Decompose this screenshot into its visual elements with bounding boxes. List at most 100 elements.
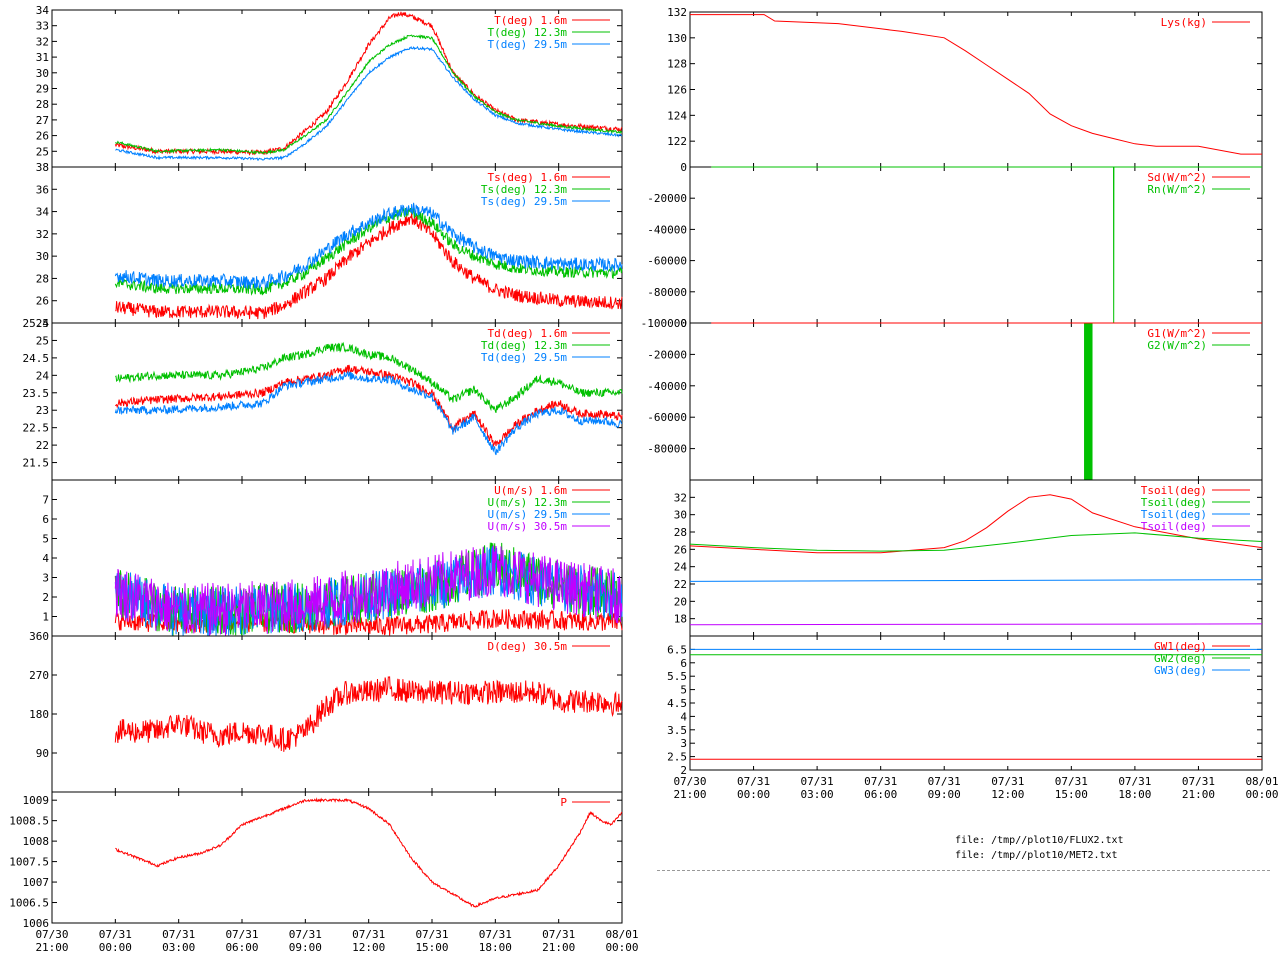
series-T-1 <box>114 34 623 155</box>
y-tick-label-Tsoil-1: 20 <box>674 595 687 608</box>
legend-label-Tsoil-0: Tsoil(deg) <box>1141 484 1207 497</box>
y-tick-label-G-1: -60000 <box>647 411 687 424</box>
series-Ts-0 <box>115 212 623 320</box>
y-tick-label-Tsoil-3: 24 <box>674 561 688 574</box>
bar-G-0 <box>1084 323 1093 480</box>
y-tick-label-Ts-2: 28 <box>36 272 49 285</box>
legend-label-GW-0: GW1(deg) <box>1154 640 1207 653</box>
panel-frame-Lys <box>689 11 1263 168</box>
x-label-time-left-1: 00:00 <box>99 941 132 954</box>
y-tick-label-SdRn-3: -40000 <box>647 223 687 236</box>
y-tick-label-T-9: 34 <box>36 4 50 17</box>
y-tick-label-GW-3: 3.5 <box>667 724 687 737</box>
x-label-date-left-4: 07/31 <box>289 928 322 941</box>
y-tick-label-GW-8: 6 <box>680 657 687 670</box>
legend-label-T-0: T(deg) 1.6m <box>494 14 567 27</box>
series-P-0 <box>115 797 623 908</box>
x-label-time-left-9: 00:00 <box>605 941 638 954</box>
y-tick-label-U-5: 6 <box>42 513 49 526</box>
x-label-date-left-1: 07/31 <box>99 928 132 941</box>
x-label-time-right-3: 06:00 <box>864 788 897 801</box>
y-tick-label-Td-2: 22.5 <box>23 422 50 435</box>
y-tick-label-Ts-3: 30 <box>36 250 49 263</box>
y-tick-label-Lys-0: 122 <box>667 135 687 148</box>
y-tick-label-SdRn-2: -60000 <box>647 255 687 268</box>
y-tick-label-Ts-0: 24 <box>36 317 50 330</box>
x-label-date-left-3: 07/31 <box>225 928 258 941</box>
x-label-date-right-3: 07/31 <box>864 775 897 788</box>
y-tick-label-GW-2: 3 <box>680 737 687 750</box>
x-label-time-left-8: 21:00 <box>542 941 575 954</box>
legend-label-T-1: T(deg) 12.3m <box>488 26 568 39</box>
y-tick-label-T-8: 33 <box>36 20 49 33</box>
x-label-time-right-2: 03:00 <box>801 788 834 801</box>
y-tick-label-U-6: 7 <box>42 494 49 507</box>
x-label-date-left-7: 07/31 <box>479 928 512 941</box>
y-tick-label-D-2: 270 <box>29 669 49 682</box>
y-tick-label-GW-5: 4.5 <box>667 697 687 710</box>
y-tick-label-P-0: 1006 <box>23 917 50 930</box>
y-tick-label-Tsoil-2: 22 <box>674 578 687 591</box>
x-label-time-left-7: 18:00 <box>479 941 512 954</box>
legend-label-SdRn-1: Rn(W/m^2) <box>1147 183 1207 196</box>
x-label-time-left-3: 06:00 <box>225 941 258 954</box>
y-tick-label-T-4: 29 <box>36 83 49 96</box>
y-tick-label-Tsoil-4: 26 <box>674 543 687 556</box>
series-Lys-0 <box>690 14 1262 155</box>
y-tick-label-Ts-4: 32 <box>36 228 49 241</box>
y-tick-label-Td-8: 25.5 <box>23 317 50 330</box>
y-tick-label-P-6: 1009 <box>23 794 50 807</box>
series-Tsoil-3 <box>689 623 1263 626</box>
y-tick-label-GW-4: 4 <box>680 710 687 723</box>
x-label-date-left-5: 07/31 <box>352 928 385 941</box>
y-tick-label-GW-6: 5 <box>680 684 687 697</box>
y-tick-label-D-1: 180 <box>29 708 49 721</box>
y-tick-label-T-7: 32 <box>36 35 49 48</box>
legend-label-G-0: G1(W/m^2) <box>1147 327 1207 340</box>
x-label-date-right-1: 07/31 <box>737 775 770 788</box>
file-label-met: file: /tmp//plot10/MET2.txt <box>955 850 1118 861</box>
panel-frame-D <box>51 635 623 793</box>
x-label-time-right-0: 21:00 <box>673 788 706 801</box>
legend-label-Tsoil-3: Tsoil(deg) <box>1141 520 1207 533</box>
x-label-time-right-6: 15:00 <box>1055 788 1088 801</box>
y-tick-label-P-4: 1008 <box>23 835 50 848</box>
x-label-date-right-5: 07/31 <box>991 775 1024 788</box>
x-label-date-right-4: 07/31 <box>928 775 961 788</box>
y-tick-label-U-4: 5 <box>42 533 49 546</box>
y-tick-label-Tsoil-5: 28 <box>674 526 687 539</box>
y-tick-label-U-1: 2 <box>42 591 49 604</box>
y-tick-label-P-5: 1008.5 <box>9 815 49 828</box>
y-tick-label-Td-4: 23.5 <box>23 387 50 400</box>
x-label-date-left-8: 07/31 <box>542 928 575 941</box>
y-tick-label-P-3: 1007.5 <box>9 856 49 869</box>
y-tick-label-Tsoil-6: 30 <box>674 509 687 522</box>
y-tick-label-G-0: -80000 <box>647 443 687 456</box>
y-tick-label-G-4: 0 <box>680 317 687 330</box>
y-tick-label-U-3: 4 <box>42 552 49 565</box>
series-Td-1 <box>115 341 623 413</box>
x-label-time-right-9: 00:00 <box>1245 788 1278 801</box>
x-label-time-left-6: 15:00 <box>415 941 448 954</box>
x-label-time-left-0: 21:00 <box>35 941 68 954</box>
legend-label-Td-0: Td(deg) 1.6m <box>488 327 568 340</box>
y-tick-label-Td-7: 25 <box>36 334 49 347</box>
y-tick-label-Td-6: 24.5 <box>23 352 50 365</box>
y-tick-label-GW-7: 5.5 <box>667 670 687 683</box>
x-label-date-right-7: 07/31 <box>1118 775 1151 788</box>
y-tick-label-T-5: 30 <box>36 67 49 80</box>
legend-label-T-2: T(deg) 29.5m <box>488 38 568 51</box>
x-label-time-left-5: 12:00 <box>352 941 385 954</box>
y-tick-label-Tsoil-0: 18 <box>674 613 687 626</box>
legend-label-U-3: U(m/s) 30.5m <box>488 520 568 533</box>
y-tick-label-GW-1: 2.5 <box>667 751 687 764</box>
x-label-time-right-8: 21:00 <box>1182 788 1215 801</box>
x-label-time-left-2: 03:00 <box>162 941 195 954</box>
x-label-time-left-4: 09:00 <box>289 941 322 954</box>
legend-label-Ts-0: Ts(deg) 1.6m <box>488 171 568 184</box>
y-tick-label-Lys-3: 128 <box>667 58 687 71</box>
legend-label-Lys-0: Lys(kg) <box>1161 16 1207 29</box>
y-tick-label-SdRn-4: -20000 <box>647 192 687 205</box>
series-Ts-2 <box>114 202 623 289</box>
